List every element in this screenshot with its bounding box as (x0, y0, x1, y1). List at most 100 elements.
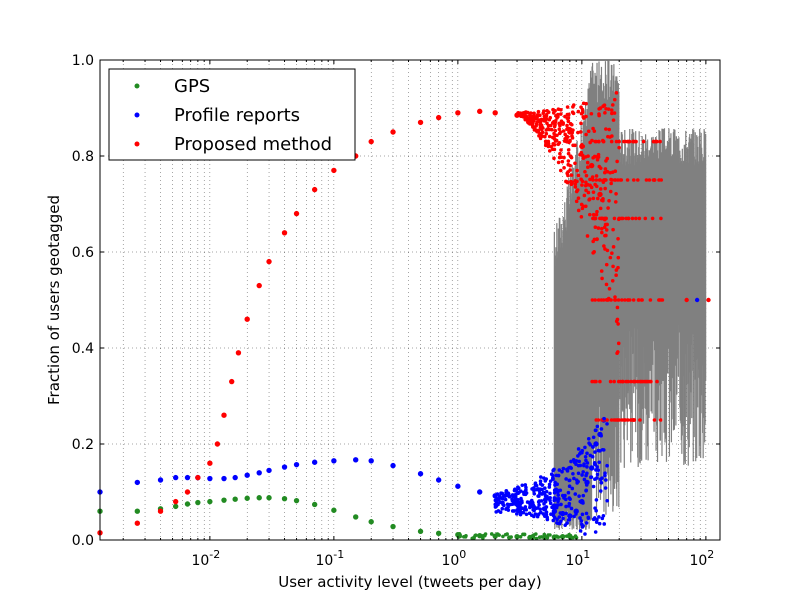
scatter-point-proposed-method (579, 121, 583, 126)
data-point-profile-reports (244, 472, 250, 478)
scatter-point-proposed-method (596, 226, 601, 230)
scatter-point-proposed-method (566, 159, 571, 163)
scatter-point-proposed-method (600, 276, 604, 281)
data-point-gps (172, 503, 179, 510)
scatter-point-proposed-method (574, 189, 579, 194)
scatter-point-proposed-method (601, 139, 606, 144)
scatter-point-proposed-method (607, 198, 611, 203)
scatter-point-proposed-method (625, 178, 630, 182)
scatter-point-proposed-method (598, 166, 603, 170)
scatter-point-profile-reports (548, 479, 553, 483)
data-point-gps (368, 519, 374, 525)
scatter-point-proposed-method (554, 138, 559, 143)
scatter-point-proposed-method (610, 111, 614, 116)
data-point-profile-reports (256, 470, 262, 476)
scatter-point-profile-reports (583, 445, 587, 450)
data-points (97, 108, 607, 540)
y-tick-label: 0.0 (72, 533, 94, 549)
scatter-point-proposed-method (631, 298, 636, 302)
scatter-point-proposed-method (588, 212, 592, 217)
scatter-point-gps (489, 532, 494, 536)
scatter-point-profile-reports (595, 424, 600, 429)
scatter-point-proposed-method (604, 282, 609, 287)
scatter-point-proposed-method (529, 111, 533, 115)
scatter-point-proposed-method (583, 204, 588, 209)
scatter-point-profile-reports (553, 480, 557, 485)
scatter-point-proposed-method (647, 178, 652, 182)
data-point-proposed-method (244, 316, 250, 322)
scatter-point-profile-reports (544, 489, 549, 494)
data-point-gps (353, 514, 359, 520)
scatter-point-proposed-method (566, 162, 571, 167)
scatter-point-profile-reports (502, 493, 507, 498)
scatter-point-proposed-method (609, 108, 614, 113)
scatter-point-profile-reports (499, 491, 503, 495)
scatter-point-profile-reports (545, 517, 550, 522)
data-point-proposed-method (281, 230, 288, 236)
scatter-point-proposed-method (574, 199, 579, 204)
scatter-point-proposed-method (623, 298, 627, 302)
scatter-point-profile-reports (580, 525, 585, 529)
x-tick-label: 100 (441, 548, 466, 569)
data-point-profile-reports (331, 458, 337, 464)
scatter-point-profile-reports (602, 416, 606, 421)
scatter-point-gps (507, 535, 511, 540)
scatter-point-proposed-method (563, 114, 567, 119)
data-point-gps (184, 501, 191, 507)
scatter-point-proposed-method (591, 212, 596, 217)
scatter-point-proposed-method (552, 156, 556, 161)
scatter-point-proposed-method (604, 228, 609, 232)
scatter-point-profile-reports (564, 477, 568, 481)
scatter-point-profile-reports (538, 479, 543, 483)
scatter-point-proposed-method (543, 139, 548, 144)
scatter-point-proposed-method (532, 125, 537, 130)
data-point-gps (293, 497, 300, 504)
scatter-point-proposed-method (614, 192, 618, 196)
scatter-point-proposed-method (616, 322, 620, 326)
scatter-point-profile-reports (582, 462, 586, 466)
scatter-point-proposed-method (568, 154, 573, 159)
scatter-point-proposed-method (593, 182, 597, 187)
data-point-profile-reports (353, 457, 359, 463)
scatter-point-profile-reports (581, 493, 586, 498)
scatter-point-proposed-method (590, 379, 594, 384)
data-point-proposed-method (455, 110, 461, 116)
scatter-point-profile-reports (559, 519, 563, 524)
scatter-point-profile-reports (494, 500, 499, 505)
scatter-point-proposed-method (562, 165, 566, 170)
scatter-point-proposed-method (591, 196, 596, 201)
scatter-point-profile-reports (560, 469, 564, 474)
scatter-point-profile-reports (574, 459, 579, 463)
scatter-point-profile-reports (594, 498, 599, 502)
scatter-point-proposed-method (648, 379, 652, 384)
legend-label: GPS (174, 76, 210, 97)
scatter-point-proposed-method (611, 264, 615, 269)
scatter-point-profile-reports (591, 435, 596, 440)
scatter-point-profile-reports (578, 499, 583, 504)
scatter-point-profile-reports (557, 468, 562, 472)
scatter-point-proposed-method (622, 139, 626, 144)
legend-marker (134, 112, 140, 118)
scatter-point-proposed-method (578, 152, 582, 157)
scatter-point-profile-reports (593, 450, 597, 454)
scatter-point-proposed-method (608, 255, 613, 260)
scatter-point-proposed-method (589, 185, 594, 190)
scatter-point-proposed-method (596, 155, 601, 159)
scatter-point-profile-reports (578, 450, 583, 455)
scatter-point-proposed-method (629, 379, 633, 384)
data-point-profile-reports (455, 483, 461, 489)
scatter-point-proposed-method (570, 180, 574, 184)
scatter-point-proposed-method (588, 177, 592, 182)
scatter-point-proposed-method (584, 188, 588, 193)
scatter-point-profile-reports (595, 472, 600, 477)
scatter-point-proposed-method (615, 305, 620, 310)
scatter-point-proposed-method (613, 169, 618, 174)
scatter-point-proposed-method (565, 105, 570, 109)
scatter-point-proposed-method (587, 197, 592, 201)
scatter-point-proposed-method (592, 129, 597, 133)
scatter-point-proposed-method (547, 127, 552, 132)
scatter-point-proposed-method (594, 418, 599, 422)
scatter-point-proposed-method (551, 111, 556, 115)
scatter-point-proposed-method (655, 379, 659, 384)
